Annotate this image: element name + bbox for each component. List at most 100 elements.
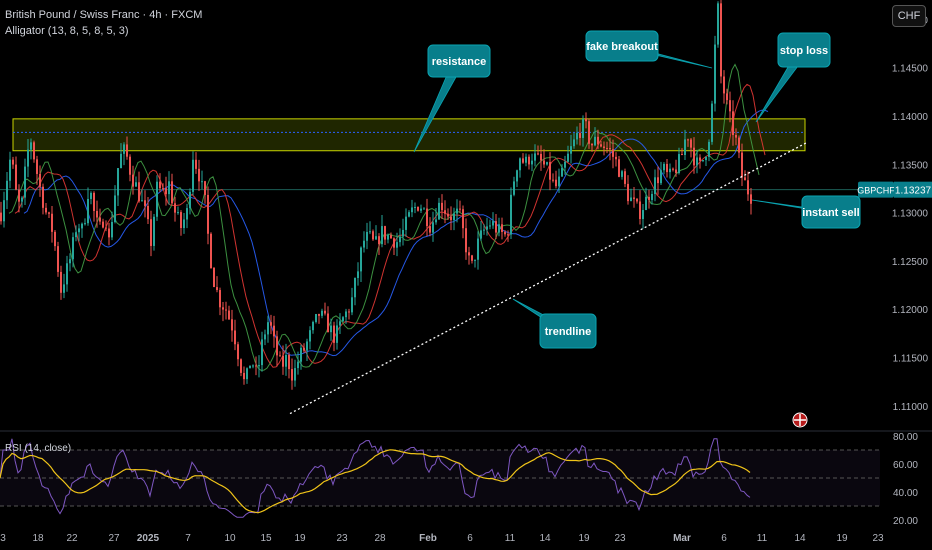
candle-body [534, 153, 536, 161]
y-tick-label: 1.12500 [892, 257, 929, 268]
candle-body [12, 159, 14, 165]
candle-body [492, 221, 494, 226]
candle-body [240, 359, 242, 373]
candle-body [63, 284, 65, 293]
candle-body [282, 355, 284, 367]
candle-body [84, 223, 86, 225]
candle-body [78, 228, 80, 233]
candle-body [144, 200, 146, 206]
candle-body [258, 365, 260, 367]
callout-fake-breakout-text: fake breakout [586, 41, 658, 53]
x-tick-label: 2025 [137, 533, 160, 544]
candle-body [516, 170, 518, 182]
y-tick-label: 1.13000 [892, 209, 929, 220]
candle-body [6, 180, 8, 201]
candle-body [129, 156, 131, 175]
candle-body [294, 368, 296, 381]
candle-body [126, 144, 128, 157]
candle-body [252, 365, 254, 367]
candle-body [600, 144, 602, 147]
candle-body [441, 202, 443, 211]
candle-body [264, 334, 266, 340]
candle-body [48, 212, 50, 214]
candle-body [432, 222, 434, 233]
candle-body [378, 236, 380, 245]
candle-body [54, 231, 56, 247]
candle-body [72, 237, 74, 260]
candle-body [369, 231, 371, 233]
candle-body [723, 76, 725, 94]
candle-body [177, 212, 179, 214]
candle-body [558, 176, 560, 187]
candle-body [348, 311, 350, 313]
candle-body [609, 148, 611, 150]
candle-body [420, 208, 422, 211]
candle-body [390, 235, 392, 239]
candle-body [633, 197, 635, 199]
candle-body [399, 236, 401, 243]
candle-body [543, 160, 545, 165]
candle-body [297, 361, 299, 369]
currency-button[interactable]: CHF [892, 5, 926, 27]
candle-body [576, 133, 578, 140]
rsi-y-tick-label: 60.00 [893, 460, 918, 471]
candle-body [222, 307, 224, 310]
candle-body [27, 149, 29, 167]
candle-body [195, 159, 197, 169]
x-tick-label: 22 [66, 533, 78, 544]
x-tick-label: Mar [673, 533, 691, 544]
candle-body [606, 148, 608, 150]
candle-body [489, 225, 491, 227]
candle-body [504, 231, 506, 235]
candle-body [36, 159, 38, 174]
candle-body [99, 217, 101, 222]
candle-body [384, 226, 386, 240]
candle-body [666, 163, 668, 173]
candle-body [423, 208, 425, 210]
candle-body [591, 143, 593, 146]
x-tick-label: 3 [0, 533, 6, 544]
candle-body [519, 158, 521, 171]
candle-body [183, 219, 185, 229]
candle-body [309, 330, 311, 342]
candle-body [231, 319, 233, 331]
candle-body [255, 365, 257, 367]
candle-body [582, 118, 584, 138]
callout-fake-breakout-box [585, 30, 659, 62]
candle-body [393, 238, 395, 248]
candle-body [357, 271, 359, 279]
candle-body [273, 325, 275, 337]
candle-body [741, 152, 743, 178]
candle-body [9, 159, 11, 181]
candle-body [714, 44, 716, 104]
candle-body [408, 212, 410, 217]
candle-body [594, 136, 596, 146]
x-tick-label: 23 [336, 533, 348, 544]
candle-body [717, 3, 719, 45]
candle-body [588, 121, 590, 144]
candle-body [405, 216, 407, 230]
candle-body [168, 181, 170, 195]
candle-body [705, 156, 707, 161]
candle-body [351, 297, 353, 313]
candle-body [681, 154, 683, 156]
candle-body [501, 224, 503, 232]
callout-stop-loss-text: stop loss [780, 45, 828, 57]
candle-body [138, 182, 140, 202]
x-tick-label: 11 [505, 533, 516, 544]
candle-body [81, 223, 83, 229]
candles [0, 0, 752, 390]
candle-body [21, 197, 23, 202]
candle-body [456, 208, 458, 214]
candle-body [438, 202, 440, 220]
candle-body [33, 142, 35, 160]
candle-body [411, 207, 413, 213]
candle-body [747, 180, 749, 195]
candle-body [30, 142, 32, 150]
rsi-band [0, 450, 880, 506]
candle-body [339, 321, 341, 326]
candle-body [561, 167, 563, 177]
candle-body [249, 365, 251, 369]
candle-body [243, 372, 245, 380]
